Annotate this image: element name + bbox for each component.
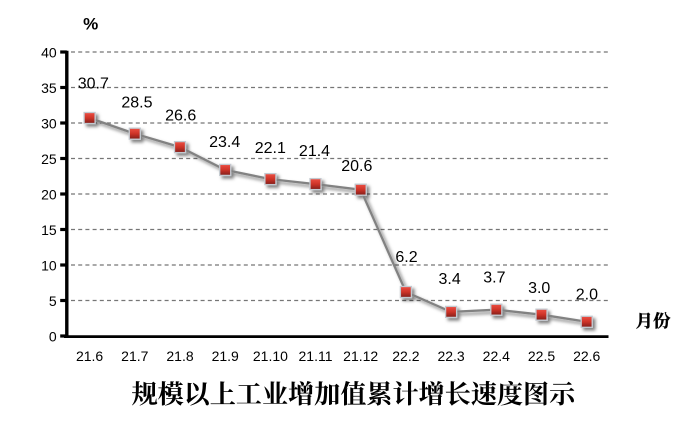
svg-text:40: 40 [41, 44, 57, 60]
svg-text:6.2: 6.2 [395, 249, 417, 266]
svg-text:22.3: 22.3 [437, 348, 464, 364]
svg-text:21.6: 21.6 [76, 348, 103, 364]
svg-text:22.1: 22.1 [255, 140, 286, 157]
svg-text:22.2: 22.2 [392, 348, 419, 364]
svg-text:2.0: 2.0 [576, 286, 598, 303]
svg-text:0: 0 [49, 328, 57, 344]
svg-text:22.5: 22.5 [528, 348, 555, 364]
svg-text:21.8: 21.8 [166, 348, 193, 364]
svg-text:21.4: 21.4 [299, 143, 330, 160]
svg-text:22.4: 22.4 [483, 348, 510, 364]
svg-text:21.9: 21.9 [212, 348, 239, 364]
svg-text:21.12: 21.12 [343, 348, 378, 364]
svg-text:21.11: 21.11 [299, 348, 333, 364]
svg-text:3.4: 3.4 [438, 271, 460, 288]
svg-text:5: 5 [49, 293, 57, 309]
svg-text:25: 25 [41, 151, 57, 167]
svg-text:20.6: 20.6 [341, 158, 372, 175]
svg-text:10: 10 [41, 257, 57, 273]
svg-text:20: 20 [41, 186, 57, 202]
svg-text:%: % [83, 15, 98, 34]
svg-text:22.6: 22.6 [573, 348, 600, 364]
svg-text:30: 30 [41, 115, 57, 131]
svg-text:15: 15 [41, 222, 57, 238]
svg-text:35: 35 [41, 80, 57, 96]
svg-text:23.4: 23.4 [209, 134, 240, 151]
svg-text:21.10: 21.10 [253, 348, 288, 364]
svg-text:3.0: 3.0 [528, 280, 550, 297]
svg-text:3.7: 3.7 [483, 270, 505, 287]
svg-text:30.7: 30.7 [78, 75, 109, 92]
svg-text:28.5: 28.5 [121, 94, 152, 111]
svg-text:26.6: 26.6 [165, 107, 196, 124]
svg-text:21.7: 21.7 [121, 348, 148, 364]
